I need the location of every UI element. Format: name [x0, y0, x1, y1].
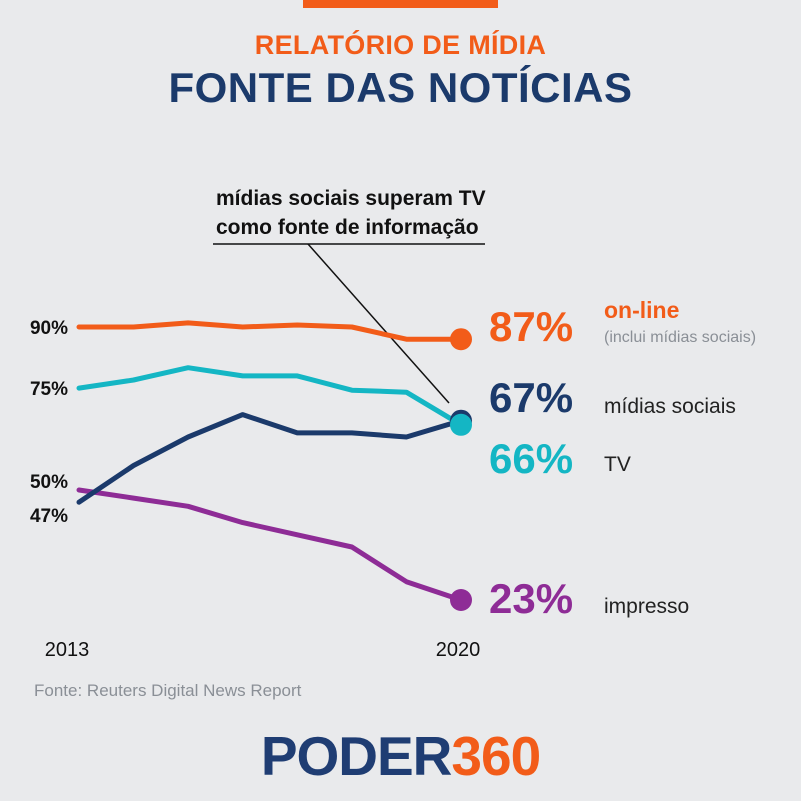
- start-label-impresso: 50%: [30, 472, 68, 493]
- source-note: Fonte: Reuters Digital News Report: [34, 681, 302, 700]
- start-label-on-line: 90%: [30, 318, 68, 339]
- end-point-tv: [450, 413, 472, 436]
- chart-kicker: RELATÓRIO DE MÍDIA: [254, 30, 547, 60]
- series-line-on-line: [76, 320, 464, 342]
- chart-annotation: mídias sociais superam TV como fonte de …: [216, 184, 486, 242]
- series-line-midias-sociais: [76, 412, 464, 505]
- series-note-on-line: (inclui mídias sociais): [604, 329, 756, 346]
- end-label-midias-sociais: 67%: [489, 374, 573, 421]
- end-label-impresso: 23%: [489, 575, 573, 622]
- series-line-impresso: [76, 487, 464, 603]
- x-tick-label-2020: 2020: [436, 639, 481, 661]
- x-tick-label-2013: 2013: [45, 639, 90, 661]
- annotation-line-1: mídias sociais superam TV: [216, 187, 486, 210]
- start-label-tv: 75%: [30, 379, 68, 400]
- logo-text-360: 360: [451, 725, 541, 787]
- end-point-impresso: [450, 589, 472, 611]
- end-point-on-line: [450, 328, 472, 351]
- top-accent-bar: [303, 0, 498, 8]
- start-label-midias-sociais: 47%: [30, 506, 68, 527]
- poder360-logo: PODER360: [0, 724, 801, 788]
- annotation-line-2: como fonte de informação: [216, 216, 479, 239]
- series-name-impresso: impresso: [604, 595, 689, 618]
- series-name-on-line: on-line: [604, 297, 679, 323]
- series-line-tv: [76, 365, 464, 428]
- chart-title: FONTE DAS NOTÍCIAS: [168, 64, 633, 111]
- end-label-tv: 66%: [489, 435, 573, 482]
- series-name-midias-sociais: mídias sociais: [604, 395, 736, 418]
- end-label-on-line: 87%: [489, 303, 573, 350]
- logo-text-poder: PODER: [260, 725, 453, 787]
- annotation-leader-line: [307, 243, 450, 404]
- series-name-tv: TV: [604, 453, 631, 476]
